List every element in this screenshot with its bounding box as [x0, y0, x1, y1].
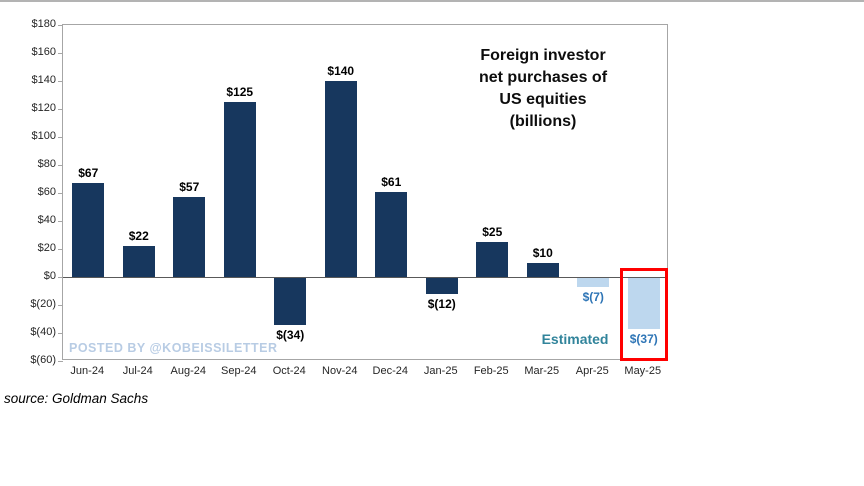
source-credit: source: Goldman Sachs — [4, 391, 149, 406]
y-axis-label: $(20) — [30, 298, 56, 310]
zero-axis-line — [63, 277, 667, 278]
bar-value-label: $67 — [78, 166, 99, 181]
bar-value-label: $(7) — [582, 289, 604, 304]
y-axis-label: $20 — [37, 242, 56, 254]
x-axis-label: Feb-25 — [473, 365, 509, 377]
y-axis-tick — [58, 53, 63, 54]
x-axis-label: Jul-24 — [122, 365, 153, 377]
y-axis-label: $(60) — [30, 354, 56, 366]
y-axis-tick — [58, 109, 63, 110]
chart-title: Foreign investor net purchases of US equ… — [441, 45, 645, 133]
x-axis-label: May-25 — [624, 365, 662, 377]
y-axis-tick — [58, 165, 63, 166]
y-axis-tick — [58, 25, 63, 26]
bar-value-label: $61 — [381, 174, 402, 189]
x-axis-label: Nov-24 — [322, 365, 358, 377]
y-axis-tick — [58, 193, 63, 194]
x-axis-label: Mar-25 — [524, 365, 560, 377]
x-axis-label: Sep-24 — [221, 365, 257, 377]
bar-Dec-24 — [375, 191, 408, 277]
bar-value-label: $(12) — [427, 296, 456, 311]
bar-May-25 — [627, 278, 660, 329]
bar-value-label: $(37) — [629, 331, 658, 346]
y-axis-label: $100 — [31, 130, 56, 142]
chart-title-line-3: US equities — [499, 91, 587, 108]
bar-value-label: $140 — [327, 64, 355, 78]
bar-value-label: $57 — [179, 180, 200, 195]
highlight-box — [619, 268, 668, 361]
bar-value-label: $25 — [482, 225, 503, 239]
bar-Feb-25 — [476, 242, 509, 277]
estimated-label: Estimated — [541, 330, 609, 347]
y-axis-tick — [58, 81, 63, 82]
y-axis-tick — [58, 305, 63, 306]
bar-value-label: $(34) — [276, 327, 305, 342]
chart-title-line-2: net purchases of — [478, 69, 608, 86]
y-axis-label: $180 — [31, 18, 56, 30]
bar-Nov-24 — [324, 81, 357, 277]
y-axis-label: $(40) — [30, 326, 56, 338]
bar-Sep-24 — [223, 102, 256, 277]
y-axis-tick — [58, 249, 63, 250]
bar-Jul-24 — [122, 246, 155, 277]
bar-Jun-24 — [72, 183, 105, 277]
y-axis-label: $60 — [37, 186, 56, 198]
x-axis-label: Jun-24 — [70, 365, 105, 377]
y-axis-tick — [58, 361, 63, 362]
bar-Jan-25 — [425, 278, 458, 294]
y-axis-tick — [58, 221, 63, 222]
y-axis-label: $0 — [43, 270, 56, 282]
y-axis-tick — [58, 277, 63, 278]
y-axis-label: $120 — [31, 102, 56, 114]
x-axis-label: Jan-25 — [423, 365, 458, 377]
y-axis-tick — [58, 137, 63, 138]
bar-Apr-25 — [577, 278, 610, 287]
x-axis-label: Oct-24 — [272, 365, 306, 377]
plot-area: Foreign investor net purchases of US equ… — [58, 24, 668, 362]
y-axis-label: $80 — [37, 158, 56, 170]
bar-Aug-24 — [173, 197, 206, 277]
bar-value-label: $125 — [226, 85, 254, 99]
x-axis-label: Dec-24 — [372, 365, 408, 377]
y-axis: $180 $160 $140 $120 $100 $80 $60 $40 $20 $0 $(20) $… — [0, 18, 56, 366]
y-axis-tick — [58, 333, 63, 334]
x-axis: Jun-24 Jul-24 Aug-24 Sep-24 Oct-24 Nov-24 Dec-… — [62, 365, 668, 379]
bar-value-label: $22 — [128, 229, 149, 244]
chart-title-line-1: Foreign investor — [480, 47, 606, 64]
chart-title-line-4: (billions) — [509, 113, 577, 130]
x-axis-label: Apr-25 — [575, 365, 609, 377]
bar-value-label: $10 — [532, 246, 553, 260]
y-axis-label: $40 — [37, 214, 56, 226]
bar-Oct-24 — [274, 278, 307, 325]
y-axis-label: $160 — [31, 46, 56, 58]
watermark: POSTED BY @KOBEISSILETTER — [69, 341, 278, 355]
y-axis-label: $140 — [31, 74, 56, 86]
bar-Mar-25 — [526, 263, 559, 277]
x-axis-label: Aug-24 — [170, 365, 206, 377]
